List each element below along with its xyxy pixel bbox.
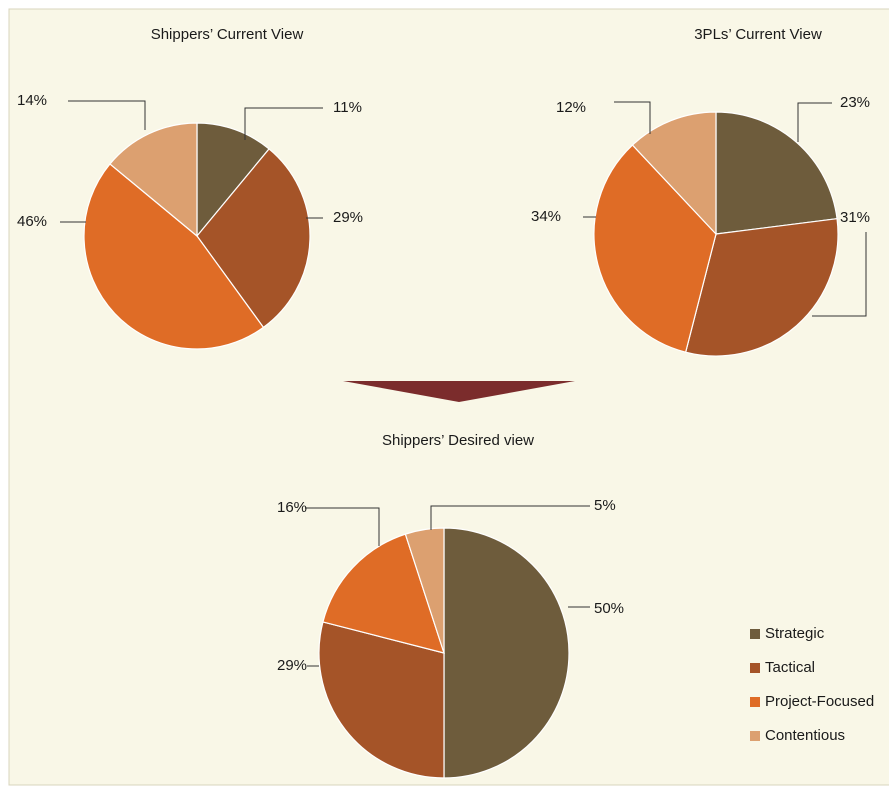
data-label: 12%	[556, 99, 586, 116]
legend-swatch	[750, 731, 760, 741]
legend-swatch	[750, 697, 760, 707]
data-label: 14%	[17, 92, 47, 109]
pie-slice	[631, 111, 717, 236]
legend-swatch	[750, 663, 760, 673]
leader-line	[614, 101, 651, 134]
data-label: 23%	[840, 94, 870, 111]
pie-slice	[404, 527, 445, 654]
chart-title: Shippers’ Desired view	[382, 432, 534, 449]
leader-line	[812, 232, 867, 317]
leader-line	[305, 507, 380, 546]
arrow	[343, 381, 575, 402]
data-label: 5%	[594, 497, 616, 514]
leader-line	[430, 505, 590, 530]
leader-line	[68, 100, 146, 130]
leader-line	[244, 107, 323, 140]
legend-label: Contentious	[765, 727, 845, 744]
pie-slice	[196, 148, 311, 329]
data-label: 50%	[594, 600, 624, 617]
data-label: 11%	[333, 99, 362, 116]
chart-title: 3PLs’ Current View	[694, 26, 822, 43]
pie-slice	[196, 122, 270, 238]
legend-label: Project-Focused	[765, 693, 874, 710]
legend-label: Tactical	[765, 659, 815, 676]
data-label: 16%	[277, 499, 307, 516]
pie-slice	[443, 527, 570, 779]
pie-slice	[684, 218, 839, 357]
data-label: 31%	[840, 209, 870, 226]
data-label: 34%	[531, 208, 561, 225]
data-label: 46%	[17, 213, 47, 230]
pie-slice	[715, 111, 838, 235]
pie-slice	[593, 144, 717, 353]
data-label: 29%	[277, 657, 307, 674]
leader-line	[797, 102, 832, 142]
legend-swatch	[750, 629, 760, 639]
pie-slice	[322, 533, 445, 654]
legend-label: Strategic	[765, 625, 825, 642]
pie-slice	[83, 163, 265, 350]
pie-slice	[109, 122, 198, 238]
pie-slice	[318, 621, 445, 779]
data-label: 29%	[333, 209, 363, 226]
chart-title: Shippers’ Current View	[151, 26, 304, 43]
